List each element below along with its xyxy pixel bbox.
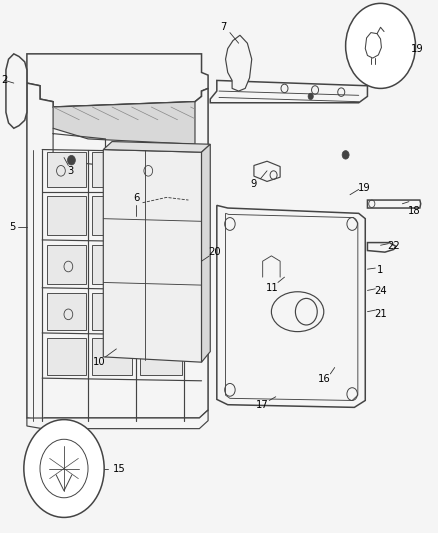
Polygon shape bbox=[92, 338, 132, 375]
Text: 10: 10 bbox=[92, 357, 105, 367]
Polygon shape bbox=[53, 102, 195, 144]
Polygon shape bbox=[141, 338, 182, 375]
Polygon shape bbox=[141, 152, 182, 187]
Polygon shape bbox=[46, 196, 86, 235]
Text: 24: 24 bbox=[374, 286, 387, 296]
Text: 6: 6 bbox=[133, 193, 139, 204]
Polygon shape bbox=[46, 152, 86, 187]
Polygon shape bbox=[254, 161, 280, 181]
Polygon shape bbox=[141, 196, 182, 235]
Circle shape bbox=[342, 151, 349, 159]
Polygon shape bbox=[27, 83, 208, 421]
Polygon shape bbox=[92, 293, 132, 330]
Text: 9: 9 bbox=[251, 179, 257, 189]
Text: 21: 21 bbox=[374, 309, 387, 319]
Polygon shape bbox=[210, 80, 367, 103]
Circle shape bbox=[308, 93, 313, 100]
Circle shape bbox=[67, 156, 75, 165]
Polygon shape bbox=[92, 152, 132, 187]
Text: 2: 2 bbox=[2, 75, 8, 85]
Text: 11: 11 bbox=[266, 283, 279, 293]
Polygon shape bbox=[46, 293, 86, 330]
Text: 5: 5 bbox=[9, 222, 16, 232]
Polygon shape bbox=[141, 245, 182, 284]
Polygon shape bbox=[367, 200, 421, 208]
Polygon shape bbox=[46, 338, 86, 375]
Polygon shape bbox=[92, 245, 132, 284]
Polygon shape bbox=[217, 205, 365, 407]
Polygon shape bbox=[46, 245, 86, 284]
Polygon shape bbox=[103, 150, 201, 362]
Polygon shape bbox=[367, 243, 396, 252]
Polygon shape bbox=[6, 54, 27, 128]
Polygon shape bbox=[226, 35, 252, 91]
Text: 19: 19 bbox=[358, 183, 371, 193]
Polygon shape bbox=[92, 196, 132, 235]
Text: 1: 1 bbox=[378, 265, 384, 275]
Circle shape bbox=[346, 3, 416, 88]
Polygon shape bbox=[141, 293, 182, 330]
Text: 19: 19 bbox=[411, 44, 424, 53]
Polygon shape bbox=[103, 142, 210, 152]
Polygon shape bbox=[27, 410, 208, 429]
Text: 18: 18 bbox=[408, 206, 421, 216]
Text: 7: 7 bbox=[220, 22, 226, 33]
Polygon shape bbox=[201, 144, 210, 362]
Text: 22: 22 bbox=[387, 241, 400, 251]
Polygon shape bbox=[27, 54, 208, 107]
Circle shape bbox=[24, 419, 104, 518]
Text: 17: 17 bbox=[256, 400, 269, 410]
Text: 15: 15 bbox=[113, 464, 126, 473]
Text: 20: 20 bbox=[208, 247, 221, 256]
Text: 16: 16 bbox=[318, 374, 331, 384]
Text: 3: 3 bbox=[67, 166, 74, 176]
